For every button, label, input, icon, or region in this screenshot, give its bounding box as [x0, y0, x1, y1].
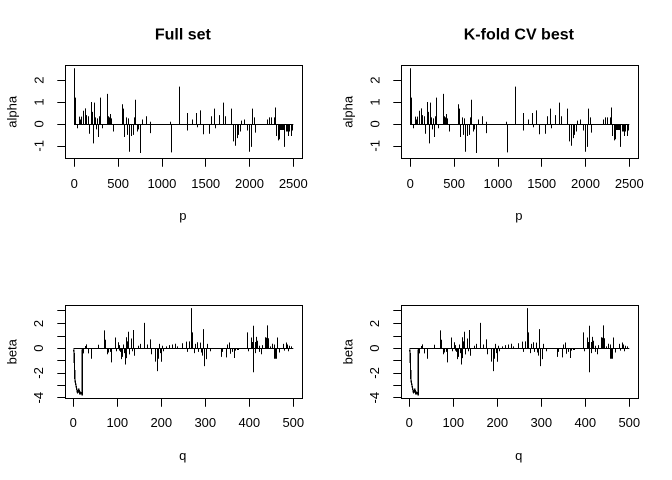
svg-text:2000: 2000 — [235, 176, 264, 191]
svg-text:0: 0 — [70, 415, 77, 430]
svg-text:alpha: alpha — [341, 95, 356, 128]
svg-text:200: 200 — [486, 415, 508, 430]
svg-text:-4: -4 — [31, 392, 46, 404]
svg-text:2: 2 — [31, 76, 46, 83]
svg-text:0: 0 — [407, 176, 414, 191]
svg-text:q: q — [179, 448, 186, 463]
svg-text:300: 300 — [530, 415, 552, 430]
svg-text:0: 0 — [406, 415, 413, 430]
svg-text:200: 200 — [150, 415, 172, 430]
svg-text:2500: 2500 — [279, 176, 308, 191]
svg-text:0: 0 — [31, 120, 46, 127]
svg-text:2000: 2000 — [571, 176, 600, 191]
svg-text:0: 0 — [367, 120, 382, 127]
svg-text:2: 2 — [367, 320, 382, 327]
svg-text:Full set: Full set — [155, 27, 212, 44]
svg-text:100: 100 — [442, 415, 464, 430]
svg-text:q: q — [515, 448, 522, 463]
svg-text:1500: 1500 — [191, 176, 220, 191]
svg-text:0: 0 — [31, 345, 46, 352]
svg-text:500: 500 — [107, 176, 129, 191]
svg-text:100: 100 — [106, 415, 128, 430]
svg-text:alpha: alpha — [5, 95, 20, 128]
svg-text:p: p — [179, 208, 186, 223]
svg-text:beta: beta — [4, 338, 19, 364]
svg-text:-1: -1 — [31, 140, 46, 152]
svg-text:-1: -1 — [367, 140, 382, 152]
svg-text:-4: -4 — [367, 392, 382, 404]
svg-text:-2: -2 — [31, 367, 46, 379]
svg-text:K-fold CV best: K-fold CV best — [464, 27, 575, 44]
svg-text:-2: -2 — [367, 367, 382, 379]
svg-text:500: 500 — [282, 415, 304, 430]
svg-text:2500: 2500 — [615, 176, 644, 191]
svg-text:1000: 1000 — [483, 176, 512, 191]
svg-text:1: 1 — [367, 98, 382, 105]
svg-text:2: 2 — [31, 320, 46, 327]
svg-text:0: 0 — [71, 176, 78, 191]
svg-text:1000: 1000 — [147, 176, 176, 191]
svg-text:1500: 1500 — [527, 176, 556, 191]
svg-text:400: 400 — [238, 415, 260, 430]
svg-text:500: 500 — [618, 415, 640, 430]
svg-text:400: 400 — [574, 415, 596, 430]
svg-text:p: p — [515, 208, 522, 223]
svg-text:1: 1 — [31, 98, 46, 105]
svg-text:2: 2 — [367, 76, 382, 83]
svg-text:0: 0 — [367, 345, 382, 352]
svg-text:500: 500 — [443, 176, 465, 191]
svg-text:300: 300 — [194, 415, 216, 430]
svg-text:beta: beta — [340, 338, 355, 364]
